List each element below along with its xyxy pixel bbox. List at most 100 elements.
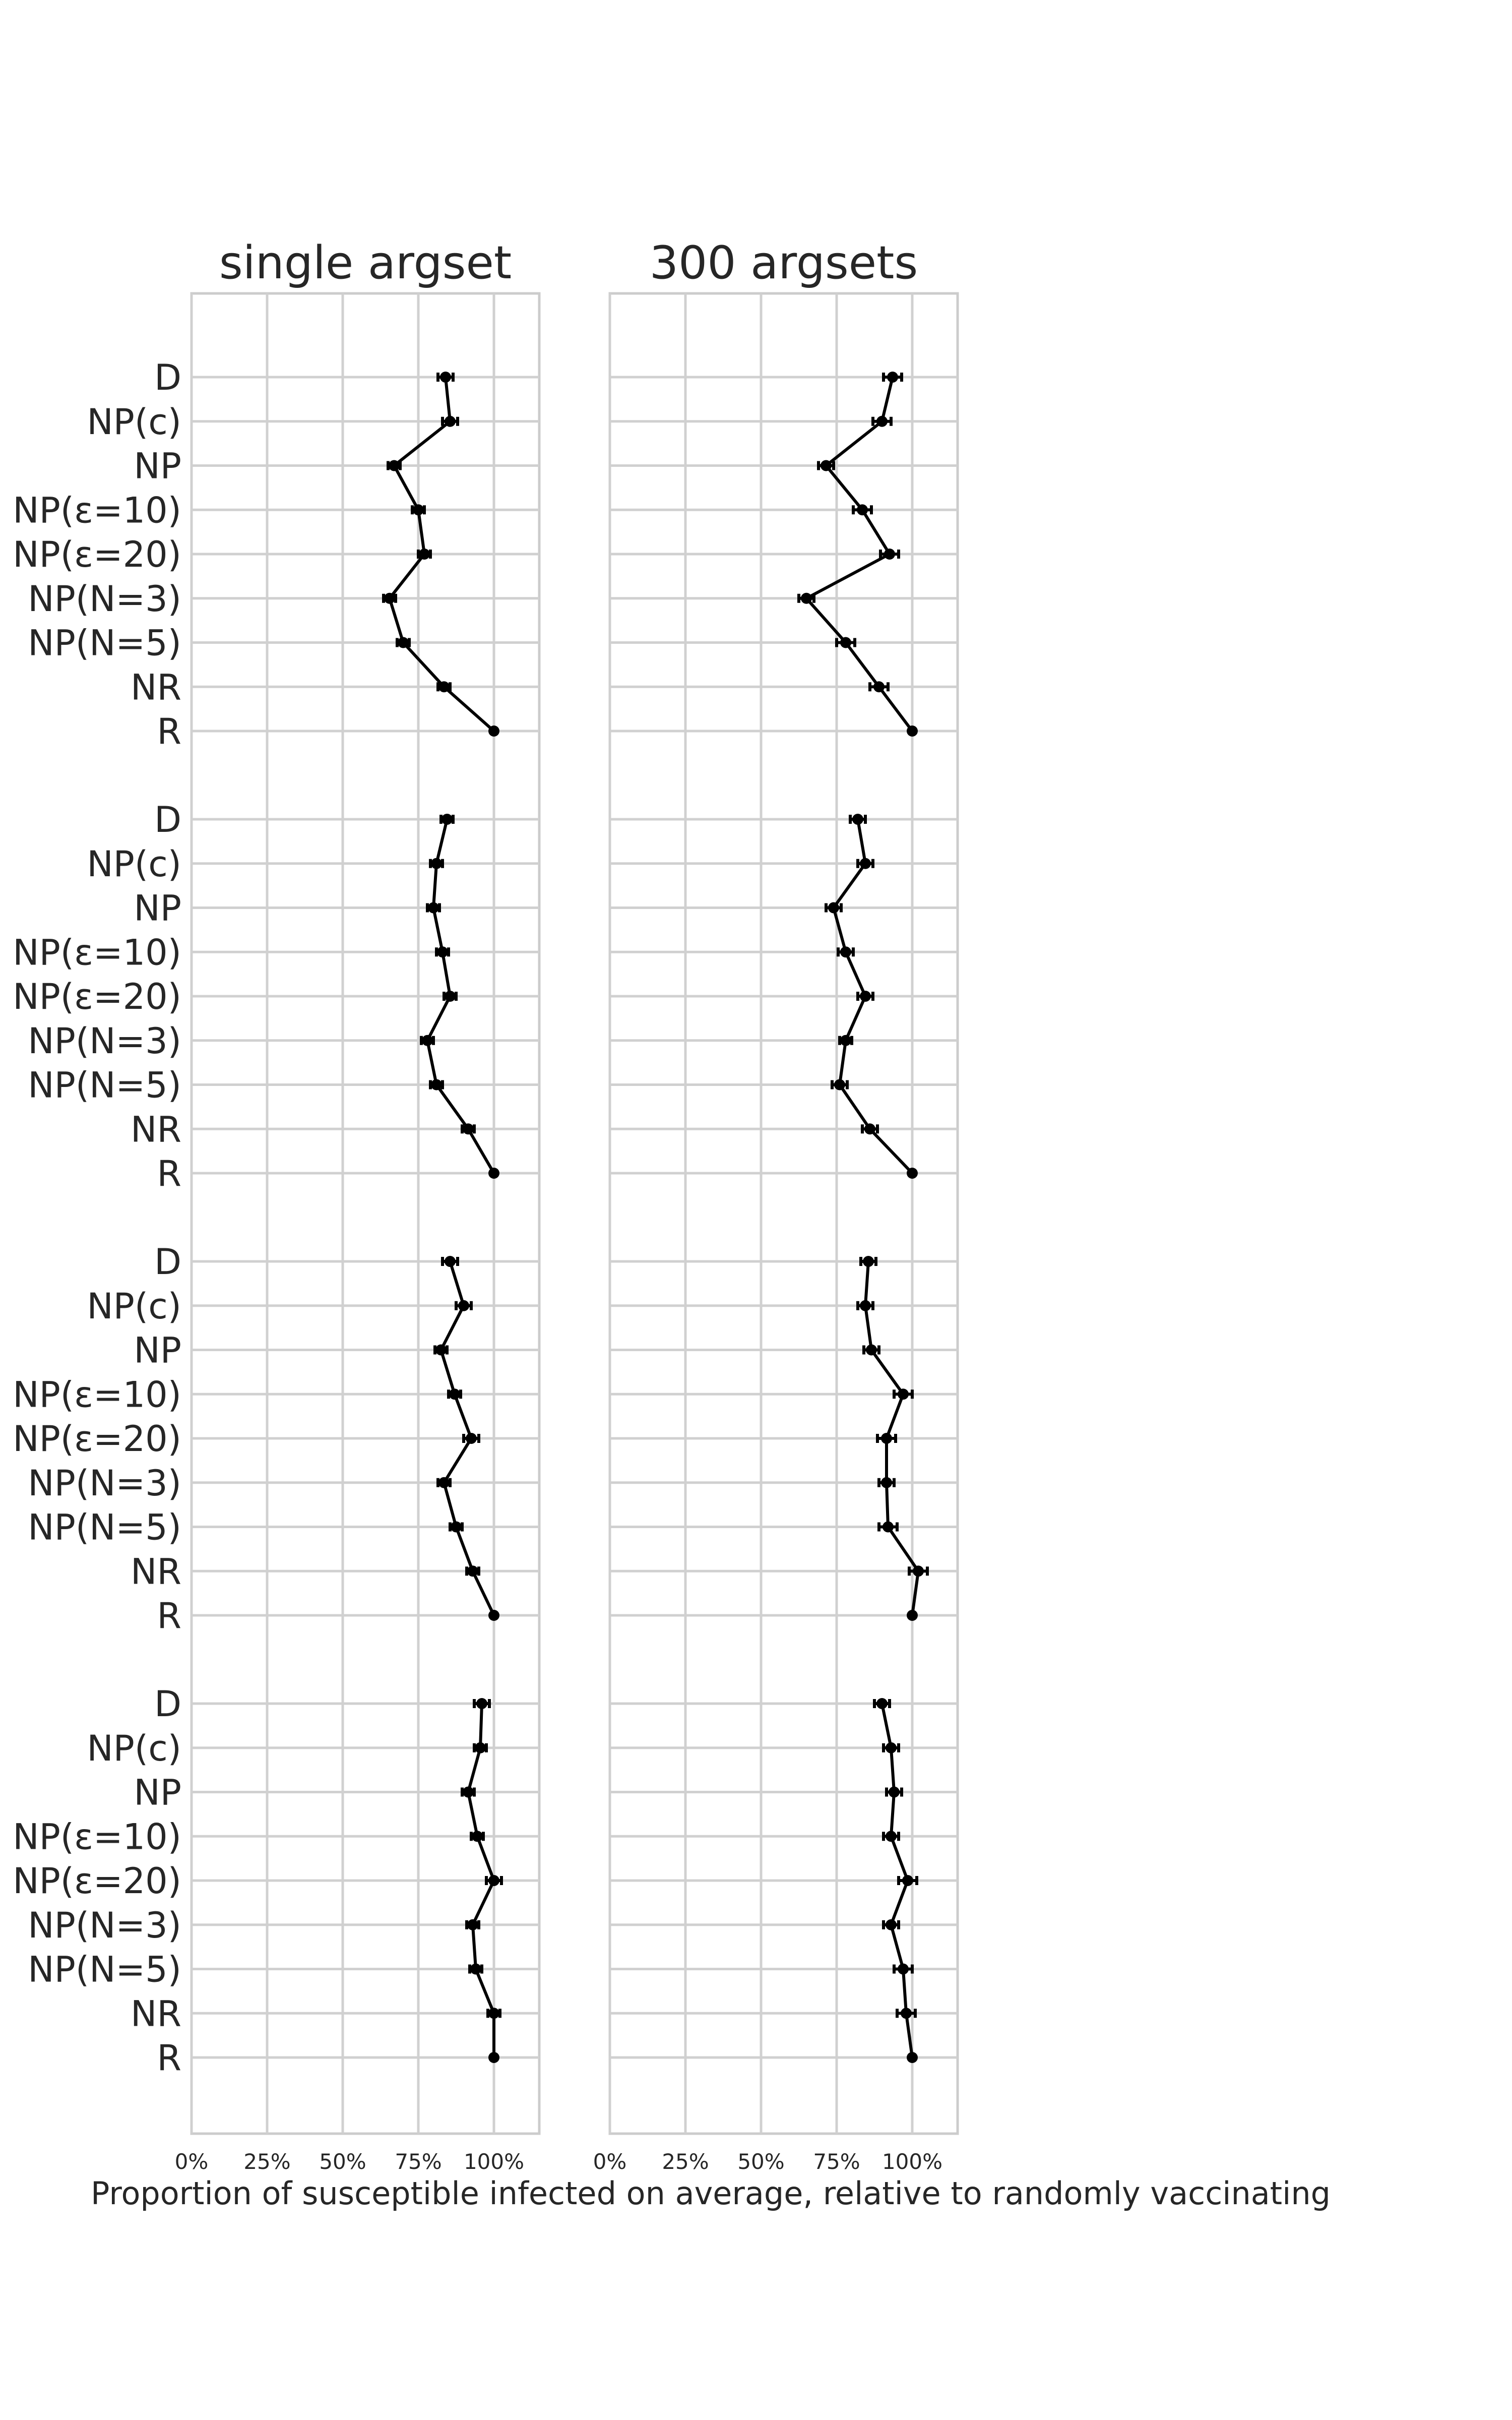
data-point: [463, 1123, 474, 1135]
data-point: [419, 549, 430, 560]
category-label: NP: [134, 1330, 181, 1371]
series-layer: [382, 372, 503, 2063]
data-point: [866, 1344, 877, 1356]
category-label: NP(ε=10): [13, 1816, 181, 1857]
data-point: [881, 1433, 892, 1444]
data-point: [428, 902, 439, 914]
category-label: NP: [134, 888, 181, 929]
data-point: [852, 814, 863, 825]
x-axis-label: Proportion of susceptible infected on av…: [91, 2175, 1331, 2212]
data-point: [884, 549, 895, 560]
data-point: [860, 858, 871, 869]
data-point: [431, 858, 442, 869]
data-point: [860, 991, 871, 1002]
category-label: NP(N=5): [28, 1065, 181, 1106]
category-label: NP: [134, 1772, 181, 1813]
x-tick-label: 50%: [319, 2149, 366, 2174]
data-point: [886, 1831, 897, 1842]
category-label: NR: [131, 667, 181, 708]
category-label: NP(N=3): [28, 578, 181, 620]
category-label: NP(ε=10): [13, 1374, 181, 1415]
data-point: [466, 1433, 477, 1444]
x-tick-label: 0%: [593, 2149, 627, 2174]
data-point: [886, 1919, 897, 1930]
data-point: [834, 1079, 845, 1091]
data-point: [488, 1875, 499, 1886]
x-tick-label: 100%: [464, 2149, 524, 2174]
category-label: NP(ε=20): [13, 1418, 181, 1460]
panel-single-argset: 0% 25% 50% 75% 100% single argset: [175, 236, 541, 2174]
data-point: [437, 946, 448, 958]
category-label: NP: [134, 446, 181, 487]
data-point: [445, 1256, 456, 1267]
data-point: [907, 725, 918, 737]
data-point: [467, 1919, 478, 1930]
category-label: NP(ε=20): [13, 1860, 181, 1902]
data-point: [887, 372, 898, 383]
category-labels: DNP(c)NPNP(ε=10)NP(ε=20)NP(N=3)NP(N=5)NR…: [13, 357, 181, 2079]
category-label: NP(c): [87, 401, 181, 443]
data-point: [472, 1831, 483, 1842]
data-point: [901, 2008, 912, 2019]
data-point: [475, 1742, 486, 1753]
category-label: NP(N=5): [28, 1949, 181, 1990]
data-point: [458, 1300, 469, 1311]
data-point: [873, 681, 885, 693]
data-point: [881, 1477, 892, 1488]
data-point: [449, 1388, 460, 1400]
category-label: NP(ε=10): [13, 490, 181, 531]
category-label: R: [157, 2037, 181, 2079]
x-tick-label: 25%: [243, 2149, 290, 2174]
data-point: [431, 1079, 442, 1091]
data-point: [913, 1565, 924, 1577]
category-label: NR: [131, 1551, 181, 1592]
data-point: [422, 1035, 433, 1046]
x-tick-label: 0%: [175, 2149, 209, 2174]
category-label: R: [157, 1153, 181, 1194]
category-label: NR: [131, 1993, 181, 2034]
data-point: [398, 637, 409, 648]
data-point: [488, 1168, 499, 1179]
category-label: NP(c): [87, 1728, 181, 1769]
data-point: [470, 1963, 481, 1975]
x-gridlines: [190, 293, 495, 2134]
data-point: [442, 814, 453, 825]
data-point: [488, 1610, 499, 1621]
x-tick-label: 25%: [662, 2149, 709, 2174]
category-label: NP(N=5): [28, 1507, 181, 1548]
data-point: [467, 1565, 478, 1577]
data-point: [438, 1477, 450, 1488]
data-point: [840, 946, 851, 958]
data-point: [801, 592, 812, 604]
x-tick-label: 75%: [813, 2149, 860, 2174]
data-point: [476, 1698, 487, 1709]
category-label: NP(ε=20): [13, 976, 181, 1017]
data-point: [902, 1875, 913, 1886]
category-label: D: [154, 357, 181, 398]
data-point: [898, 1388, 909, 1400]
category-label: R: [157, 711, 181, 752]
category-label: NP(N=3): [28, 1905, 181, 1946]
data-point: [860, 1300, 871, 1311]
data-point: [840, 637, 851, 648]
category-label: NP(ε=20): [13, 534, 181, 575]
category-label: D: [154, 1683, 181, 1725]
x-tick-labels: 0% 25% 50% 75% 100%: [593, 2149, 942, 2174]
data-point: [840, 1035, 851, 1046]
data-point: [445, 415, 456, 427]
data-point: [876, 1698, 888, 1709]
data-point: [857, 504, 868, 516]
x-tick-label: 50%: [737, 2149, 784, 2174]
category-label: D: [154, 1241, 181, 1283]
data-point: [821, 460, 832, 471]
data-point: [898, 1963, 909, 1975]
category-label: NP(c): [87, 1286, 181, 1327]
data-point: [907, 1168, 918, 1179]
data-point: [488, 2008, 499, 2019]
data-point: [440, 372, 451, 383]
y-gridlines: [610, 376, 958, 2059]
panel-title: 300 argsets: [650, 236, 918, 289]
panel-title: single argset: [219, 236, 512, 289]
